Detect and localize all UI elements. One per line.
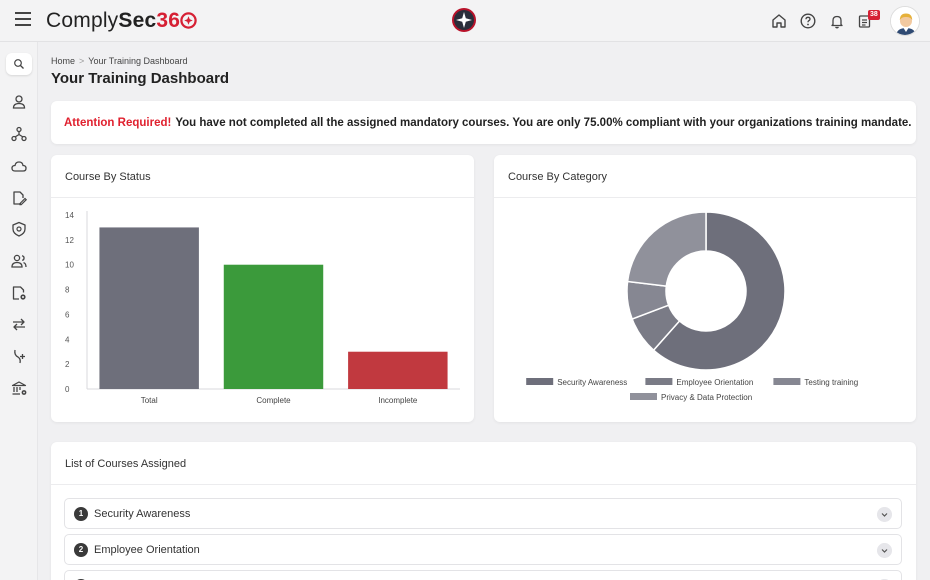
legend-swatch bbox=[526, 378, 554, 385]
course-label: Security Awareness bbox=[94, 508, 191, 520]
category-donut-chart: Security Awareness Employee Orientation Te… bbox=[526, 211, 858, 402]
breadcrumb-current: Your Training Dashboard bbox=[88, 56, 188, 66]
breadcrumb-separator: > bbox=[79, 56, 85, 66]
shield-icon[interactable] bbox=[10, 220, 28, 238]
alert-message: You have not completed all the assigned … bbox=[175, 116, 912, 129]
y-tick-label: 14 bbox=[65, 211, 74, 220]
course-label: Employee Orientation bbox=[94, 544, 200, 556]
notes-icon[interactable] bbox=[856, 12, 874, 30]
compliance-alert: Attention Required! You have not complet… bbox=[51, 101, 916, 144]
category-chart-card: Course By Category Security Awareness Emp… bbox=[494, 155, 916, 422]
legend-swatch bbox=[645, 378, 673, 385]
top-bar: ComplySec36 38 bbox=[0, 0, 930, 42]
bank-settings-icon[interactable] bbox=[10, 379, 28, 397]
courses-card-title: List of Courses Assigned bbox=[65, 458, 187, 470]
donut-slice[interactable] bbox=[626, 211, 707, 288]
user-avatar[interactable] bbox=[890, 6, 920, 36]
x-tick-label: Complete bbox=[256, 396, 291, 405]
arrows-icon[interactable] bbox=[10, 315, 28, 333]
x-tick-label: Total bbox=[141, 396, 158, 405]
bar-total[interactable] bbox=[99, 227, 199, 389]
page-title: Your Training Dashboard bbox=[51, 70, 230, 87]
category-card-title: Course By Category bbox=[508, 171, 608, 183]
legend-label: Security Awareness bbox=[557, 378, 627, 387]
y-tick-label: 4 bbox=[65, 335, 70, 344]
legend-swatch bbox=[773, 378, 801, 385]
brand-star-icon[interactable] bbox=[451, 7, 477, 33]
breadcrumb: Home > Your Training Dashboard bbox=[51, 56, 188, 66]
y-tick-label: 2 bbox=[65, 360, 70, 369]
sidebar bbox=[0, 42, 38, 580]
search-icon bbox=[14, 59, 24, 69]
course-number: 2 bbox=[74, 543, 88, 557]
hamburger-menu-icon[interactable] bbox=[15, 12, 31, 28]
bell-icon[interactable] bbox=[828, 12, 846, 30]
bar-incomplete[interactable] bbox=[348, 351, 448, 389]
avatar-icon bbox=[891, 7, 919, 35]
course-accordion-item[interactable]: 2 Employee Orientation bbox=[64, 534, 902, 565]
y-tick-label: 12 bbox=[65, 236, 74, 245]
chevron-down-icon[interactable] bbox=[877, 507, 892, 522]
course-accordion-item[interactable]: 3 bbox=[64, 570, 902, 580]
y-tick-label: 6 bbox=[65, 310, 70, 319]
file-settings-icon[interactable] bbox=[10, 284, 28, 302]
legend-swatch bbox=[630, 393, 657, 400]
home-icon[interactable] bbox=[770, 12, 788, 30]
y-tick-label: 0 bbox=[65, 385, 70, 394]
user-icon[interactable] bbox=[10, 93, 28, 111]
hand-plus-icon[interactable] bbox=[10, 347, 28, 365]
app-logo[interactable]: ComplySec36 bbox=[46, 9, 197, 33]
status-card-title: Course By Status bbox=[65, 171, 151, 183]
legend-label: Privacy & Data Protection bbox=[661, 393, 752, 402]
card-divider bbox=[51, 197, 474, 198]
network-icon[interactable] bbox=[10, 125, 28, 143]
legend-label: Employee Orientation bbox=[676, 378, 753, 387]
course-number: 1 bbox=[74, 507, 88, 521]
help-icon[interactable] bbox=[799, 12, 817, 30]
chevron-down-icon[interactable] bbox=[877, 543, 892, 558]
sidebar-search-button[interactable] bbox=[6, 53, 32, 75]
file-edit-icon[interactable] bbox=[10, 189, 28, 207]
y-tick-label: 10 bbox=[65, 261, 74, 270]
users-icon[interactable] bbox=[10, 252, 28, 270]
status-chart-card: Course By Status 0 2 4 6 8 10 12 14 Total Complet… bbox=[51, 155, 474, 422]
legend-label: Testing training bbox=[804, 378, 858, 387]
donut-slice[interactable] bbox=[652, 211, 786, 371]
logo-zero-icon bbox=[180, 12, 197, 29]
card-divider bbox=[51, 484, 916, 485]
breadcrumb-home-link[interactable]: Home bbox=[51, 56, 76, 66]
card-divider bbox=[494, 197, 916, 198]
x-tick-label: Incomplete bbox=[378, 396, 418, 405]
y-tick-label: 8 bbox=[65, 286, 70, 295]
notification-badge: 38 bbox=[868, 10, 880, 20]
bar-complete[interactable] bbox=[223, 264, 324, 389]
status-bar-chart: 0 2 4 6 8 10 12 14 Total Complete Incomplete bbox=[65, 211, 460, 405]
course-accordion-item[interactable]: 1 Security Awareness bbox=[64, 498, 902, 529]
cloud-icon[interactable] bbox=[10, 157, 28, 175]
alert-label: Attention Required! bbox=[64, 116, 172, 129]
